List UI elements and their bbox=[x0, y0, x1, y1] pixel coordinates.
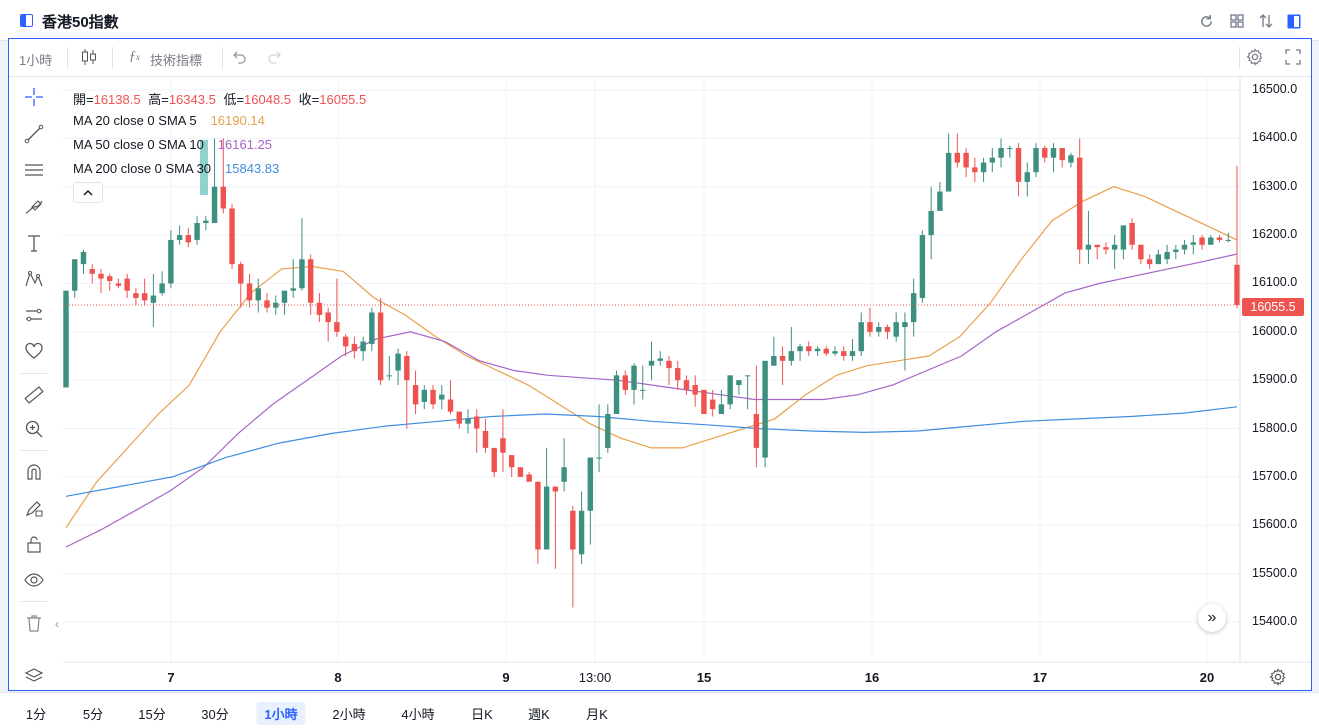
timeframe-option[interactable]: 週K bbox=[528, 707, 550, 722]
price-tick-label: 16500.0 bbox=[1252, 82, 1298, 96]
toolbar-divider bbox=[222, 47, 223, 69]
open-label: 開= bbox=[73, 92, 94, 107]
time-tick-label: 16 bbox=[864, 670, 880, 685]
layers-icon[interactable] bbox=[24, 666, 44, 686]
fullscreen-icon[interactable] bbox=[1285, 49, 1301, 70]
price-tick-label: 15500.0 bbox=[1252, 565, 1298, 580]
split-view-icon[interactable] bbox=[1285, 12, 1303, 30]
price-tick-label: 15600.0 bbox=[1252, 517, 1298, 532]
timeframe-option[interactable]: 2小時 bbox=[332, 707, 366, 722]
timeframe-option[interactable]: 5分 bbox=[82, 707, 104, 722]
timeframe-option[interactable]: 1分 bbox=[25, 707, 47, 722]
timeframe-option[interactable]: 月K bbox=[586, 707, 608, 722]
ma50-label: MA 50 close 0 SMA 10 bbox=[73, 137, 204, 152]
low-value: 16048.5 bbox=[244, 92, 292, 107]
price-tick-label: 16000.0 bbox=[1252, 323, 1298, 338]
text-tool-icon[interactable] bbox=[22, 231, 46, 255]
price-tick-label: 16100.0 bbox=[1252, 275, 1298, 290]
heart-icon[interactable] bbox=[22, 339, 46, 363]
timeframe-option[interactable]: 日K bbox=[471, 707, 493, 722]
chart-panel-icon bbox=[20, 14, 33, 27]
ruler-icon[interactable] bbox=[22, 383, 46, 407]
ma200-label: MA 200 close 0 SMA 30 bbox=[73, 161, 212, 176]
time-tick-label: 9 bbox=[502, 670, 510, 685]
indicators-icon[interactable]: ƒx bbox=[129, 49, 140, 64]
ma200-value: 15843.83 bbox=[225, 161, 280, 176]
eye-icon[interactable] bbox=[22, 568, 46, 592]
price-tick-label: 15800.0 bbox=[1252, 420, 1298, 435]
title-bar: 香港50指數 bbox=[0, 0, 1319, 41]
forecast-icon[interactable] bbox=[22, 303, 46, 327]
price-tick-label: 16300.0 bbox=[1252, 178, 1298, 193]
time-tick-label: 13:00 bbox=[578, 670, 612, 685]
drawing-toolbar bbox=[9, 77, 59, 662]
timeframe-option[interactable]: 4小時 bbox=[401, 707, 435, 722]
crosshair-icon[interactable] bbox=[22, 85, 46, 109]
collapse-toolbar-icon[interactable]: ‹ bbox=[55, 617, 59, 631]
high-value: 16343.5 bbox=[168, 92, 216, 107]
price-tick-label: 15400.0 bbox=[1252, 614, 1298, 628]
redo-icon[interactable] bbox=[267, 49, 283, 70]
open-value: 16138.5 bbox=[93, 92, 141, 107]
price-tick-label: 16400.0 bbox=[1252, 130, 1298, 145]
settings-gear-icon[interactable] bbox=[1246, 48, 1264, 71]
time-tick-label: 17 bbox=[1032, 670, 1048, 685]
sort-arrows-icon[interactable] bbox=[1257, 12, 1275, 30]
price-tick-label: 15700.0 bbox=[1252, 468, 1298, 483]
scroll-to-realtime-button[interactable]: » bbox=[1198, 604, 1226, 632]
close-value: 16055.5 bbox=[319, 92, 367, 107]
price-tick-label: 16200.0 bbox=[1252, 227, 1298, 242]
high-label: 高= bbox=[148, 92, 169, 107]
axis-settings-icon[interactable] bbox=[1269, 668, 1287, 687]
chevron-up-icon bbox=[83, 189, 93, 196]
magnet-icon[interactable] bbox=[22, 460, 46, 484]
collapse-legend-button[interactable] bbox=[73, 182, 103, 203]
toolbar-divider bbox=[1239, 47, 1240, 69]
time-tick-label: 20 bbox=[1199, 670, 1215, 685]
ma200-legend[interactable]: MA 200 close 0 SMA 30 15843.83 bbox=[73, 161, 279, 176]
chart-toolbar: 1小時 ƒx 技術指標 bbox=[9, 39, 1311, 77]
timeframe-bar: 1分 5分 15分 30分 1小時 2小時 4小時 日K 週K 月K bbox=[0, 692, 1319, 728]
zoom-in-icon[interactable] bbox=[22, 417, 46, 441]
trend-line-icon[interactable] bbox=[22, 122, 46, 146]
time-tick-label: 15 bbox=[696, 670, 712, 685]
page-title: 香港50指數 bbox=[42, 14, 119, 31]
toolbar-divider bbox=[21, 601, 47, 602]
horizontal-lines-icon[interactable] bbox=[22, 158, 46, 182]
time-tick-label: 8 bbox=[334, 670, 342, 685]
unlock-icon[interactable] bbox=[22, 532, 46, 556]
last-price-tag: 16055.5 bbox=[1242, 298, 1304, 316]
brush-icon[interactable] bbox=[22, 195, 46, 219]
undo-icon[interactable] bbox=[231, 49, 247, 70]
time-tick-label: 7 bbox=[167, 670, 175, 685]
trash-icon[interactable] bbox=[22, 611, 46, 635]
ma50-legend[interactable]: MA 50 close 0 SMA 10 16161.25 bbox=[73, 137, 272, 152]
interval-selector[interactable]: 1小時 bbox=[19, 53, 53, 68]
chart-widget-frame bbox=[8, 38, 1312, 691]
price-tick-label: 15900.0 bbox=[1252, 372, 1298, 387]
candle-type-icon[interactable] bbox=[81, 48, 97, 71]
indicators-button[interactable]: 技術指標 bbox=[150, 53, 203, 68]
timeframe-option[interactable]: 30分 bbox=[201, 707, 229, 722]
timeframe-option[interactable]: 1小時 bbox=[256, 702, 306, 725]
ohlc-legend: 開=16138.5 高=16343.5 低=16048.5 收=16055.5 bbox=[73, 89, 366, 108]
layout-grid-icon[interactable] bbox=[1228, 12, 1246, 30]
toolbar-divider bbox=[112, 47, 113, 69]
pattern-icon[interactable] bbox=[22, 267, 46, 291]
ma20-value: 16190.14 bbox=[210, 113, 265, 128]
ma20-label: MA 20 close 0 SMA 5 bbox=[73, 113, 197, 128]
close-label: 收= bbox=[298, 92, 320, 107]
toolbar-divider bbox=[21, 373, 47, 374]
refresh-icon[interactable] bbox=[1197, 12, 1215, 30]
ma20-legend[interactable]: MA 20 close 0 SMA 5 16190.14 bbox=[73, 113, 265, 128]
toolbar-divider bbox=[21, 450, 47, 451]
ma50-value: 16161.25 bbox=[217, 137, 273, 152]
lock-pencil-icon[interactable] bbox=[22, 496, 46, 520]
toolbar-divider bbox=[67, 47, 68, 69]
timeframe-option[interactable]: 15分 bbox=[138, 707, 166, 722]
low-label: 低= bbox=[223, 92, 245, 107]
